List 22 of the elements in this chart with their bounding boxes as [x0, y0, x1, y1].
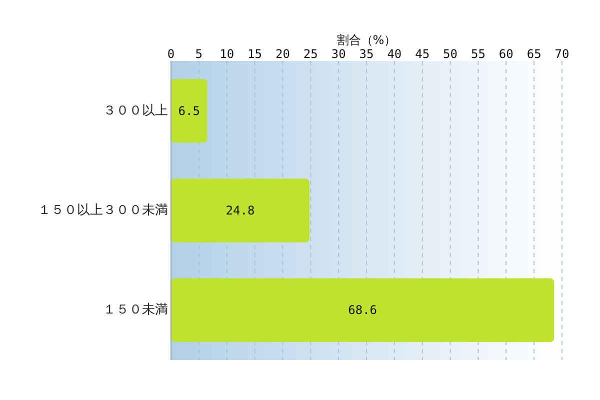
x-tick-label: 25: [303, 47, 318, 61]
y-category-label: １５０以上３００未満: [38, 203, 168, 218]
x-tick-label: 0: [167, 47, 175, 61]
x-tick-label: 65: [526, 47, 542, 61]
x-tick-label: 70: [554, 47, 570, 61]
x-axis-title: 割合（%）: [336, 33, 396, 47]
x-tick-label: 20: [276, 47, 290, 61]
data-label: 24.8: [226, 204, 255, 218]
y-category-label: ３００以上: [103, 103, 168, 118]
data-label: 6.5: [178, 104, 200, 118]
x-tick-label: 55: [471, 47, 486, 61]
x-tick-label: 50: [443, 47, 458, 61]
x-tick-label: 5: [195, 47, 203, 61]
x-tick-label: 45: [415, 47, 430, 61]
y-category-label: １５０未満: [103, 302, 168, 318]
data-label: 68.6: [348, 303, 378, 318]
x-tick-label: 35: [359, 47, 374, 61]
x-tick-label: 40: [387, 47, 402, 61]
x-tick-label: 15: [248, 47, 262, 61]
x-tick-label: 30: [331, 47, 346, 61]
x-tick-label: 10: [220, 47, 234, 61]
x-tick-label: 60: [498, 47, 514, 61]
